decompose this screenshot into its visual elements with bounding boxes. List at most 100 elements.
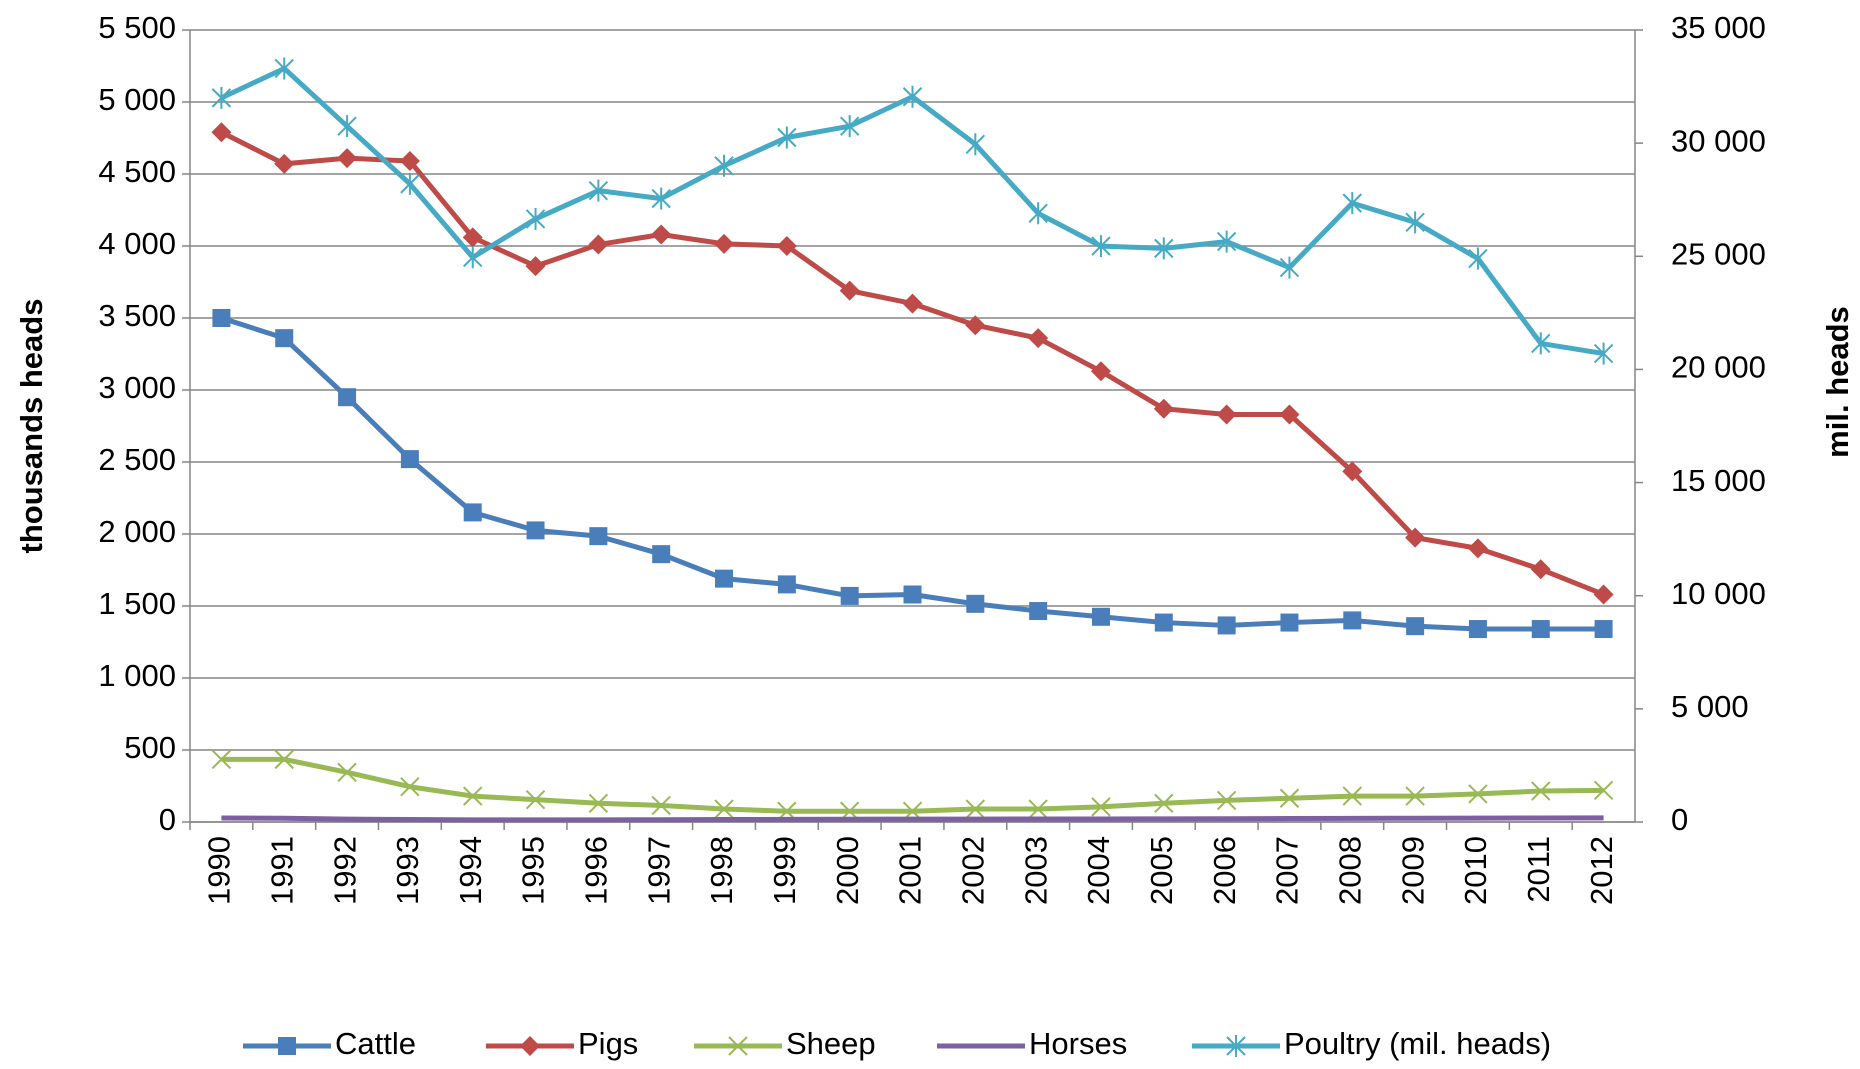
point: [1342, 192, 1362, 215]
point: [902, 293, 923, 314]
point: [1594, 620, 1613, 639]
point: [399, 151, 420, 172]
x-tick-label: 1997: [641, 836, 676, 905]
y-tick-label: 4 000: [98, 226, 176, 261]
point: [1342, 786, 1362, 806]
y-tick-label: 500: [124, 730, 176, 765]
point: [588, 234, 609, 255]
y2-tick-label: 5 000: [1671, 689, 1749, 724]
x-tick-label: 2008: [1332, 836, 1367, 905]
x-tick-label: 2006: [1207, 836, 1242, 905]
point: [1091, 607, 1110, 626]
point: [1280, 613, 1299, 632]
point: [1406, 617, 1425, 636]
point: [274, 749, 294, 770]
point: [714, 233, 735, 254]
point: [715, 569, 734, 588]
point: [1531, 620, 1550, 639]
point: [211, 122, 232, 143]
x-tick-label: 2012: [1584, 836, 1619, 905]
y2-tick-label: 10 000: [1671, 576, 1766, 611]
point: [1090, 361, 1111, 382]
x-tick-label: 1996: [579, 836, 614, 905]
point: [714, 154, 734, 177]
point: [903, 585, 922, 604]
series-line: [221, 815, 1604, 823]
point: [1154, 237, 1174, 260]
x-tick-label: 2002: [956, 836, 991, 905]
y2-tick-label: 25 000: [1671, 236, 1766, 271]
legend-marker: [520, 1036, 540, 1056]
point: [525, 789, 546, 810]
point: [1531, 781, 1551, 801]
point: [1405, 786, 1425, 806]
x-tick-label: 2007: [1270, 836, 1305, 905]
point: [965, 133, 986, 156]
point: [211, 749, 232, 770]
y2-tick-label: 0: [1671, 802, 1688, 837]
point: [651, 187, 671, 210]
y-tick-label: 5 500: [98, 10, 176, 45]
point: [965, 799, 986, 819]
point: [463, 246, 483, 269]
point: [211, 86, 232, 109]
point: [902, 85, 923, 108]
series-line: [221, 756, 1604, 814]
legend-marker: [278, 1037, 296, 1055]
point: [1029, 602, 1048, 621]
point: [1091, 235, 1111, 258]
point: [463, 786, 483, 806]
point: [1468, 784, 1488, 804]
y2-tick-label: 30 000: [1671, 123, 1766, 158]
point: [776, 236, 797, 256]
point: [1028, 202, 1048, 225]
y2-tick-label: 20 000: [1671, 350, 1766, 385]
legend-label: Horses: [1029, 1026, 1127, 1061]
series: [211, 749, 1614, 821]
x-tick-label: 2010: [1458, 836, 1493, 905]
legend-label: Poultry (mil. heads): [1284, 1026, 1551, 1061]
x-tick-label: 2005: [1144, 836, 1179, 905]
point: [965, 315, 986, 336]
point: [463, 503, 482, 522]
point: [1468, 620, 1487, 639]
point: [1593, 584, 1614, 605]
x-tick-label: 2001: [893, 836, 928, 905]
point: [1530, 559, 1551, 580]
legend-label: Cattle: [335, 1026, 416, 1061]
point: [1467, 538, 1488, 559]
y-tick-label: 3 500: [98, 298, 176, 333]
point: [400, 777, 420, 797]
point: [212, 309, 231, 327]
point: [1154, 793, 1174, 813]
point: [777, 575, 796, 594]
y2-tick-label: 15 000: [1671, 463, 1766, 498]
point: [1405, 211, 1425, 234]
x-tick-label: 2004: [1081, 836, 1116, 905]
y-axis-title: thousands heads: [14, 299, 49, 554]
point: [338, 388, 357, 407]
point: [652, 545, 671, 564]
point: [1091, 797, 1111, 817]
point: [651, 795, 671, 816]
point: [526, 521, 545, 540]
point: [1153, 398, 1174, 419]
y-tick-label: 2 000: [98, 514, 176, 549]
point: [525, 207, 546, 230]
x-tick-label: 1994: [453, 836, 488, 905]
point: [337, 115, 357, 138]
x-tick-label: 1998: [704, 836, 739, 905]
y-tick-label: 4 500: [98, 154, 176, 189]
point: [651, 224, 672, 245]
x-tick-label: 2003: [1018, 836, 1053, 905]
y-tick-label: 3 000: [98, 370, 176, 405]
x-tick-label: 1993: [390, 836, 425, 905]
point: [274, 153, 295, 174]
y2-tick-label: 35 000: [1671, 10, 1766, 45]
point: [1216, 230, 1237, 253]
x-tick-label: 2011: [1521, 836, 1556, 903]
x-tick-label: 1995: [516, 836, 551, 905]
point: [1279, 256, 1300, 279]
point: [1593, 342, 1614, 365]
